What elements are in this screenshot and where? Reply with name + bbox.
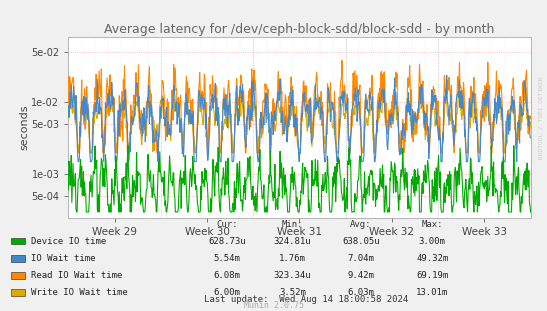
Text: 6.03m: 6.03m	[347, 288, 375, 297]
Text: 9.42m: 9.42m	[347, 271, 375, 280]
Text: Max:: Max:	[421, 220, 443, 229]
Text: 49.32m: 49.32m	[416, 254, 448, 262]
Text: Read IO Wait time: Read IO Wait time	[31, 271, 123, 280]
Text: RRDTOOL / TOBI OETIKER: RRDTOOL / TOBI OETIKER	[538, 77, 543, 160]
Text: Munin 2.0.75: Munin 2.0.75	[243, 301, 304, 310]
Text: 1.76m: 1.76m	[279, 254, 306, 262]
Text: 5.54m: 5.54m	[213, 254, 241, 262]
Text: 628.73u: 628.73u	[208, 237, 246, 245]
Text: 7.04m: 7.04m	[347, 254, 375, 262]
Text: 638.05u: 638.05u	[342, 237, 380, 245]
Text: Min:: Min:	[282, 220, 304, 229]
Text: Device IO time: Device IO time	[31, 237, 107, 245]
Title: Average latency for /dev/ceph-block-sdd/block-sdd - by month: Average latency for /dev/ceph-block-sdd/…	[104, 23, 494, 36]
Text: Avg:: Avg:	[350, 220, 372, 229]
Text: 324.81u: 324.81u	[274, 237, 311, 245]
Text: 13.01m: 13.01m	[416, 288, 448, 297]
Text: 3.00m: 3.00m	[418, 237, 446, 245]
Text: 6.08m: 6.08m	[213, 271, 241, 280]
Y-axis label: seconds: seconds	[20, 105, 30, 150]
Text: Write IO Wait time: Write IO Wait time	[31, 288, 128, 297]
Text: 6.00m: 6.00m	[213, 288, 241, 297]
Text: Last update:  Wed Aug 14 18:00:58 2024: Last update: Wed Aug 14 18:00:58 2024	[204, 295, 409, 304]
Text: 3.52m: 3.52m	[279, 288, 306, 297]
Text: 323.34u: 323.34u	[274, 271, 311, 280]
Text: Cur:: Cur:	[216, 220, 238, 229]
Text: IO Wait time: IO Wait time	[31, 254, 96, 262]
Text: 69.19m: 69.19m	[416, 271, 448, 280]
